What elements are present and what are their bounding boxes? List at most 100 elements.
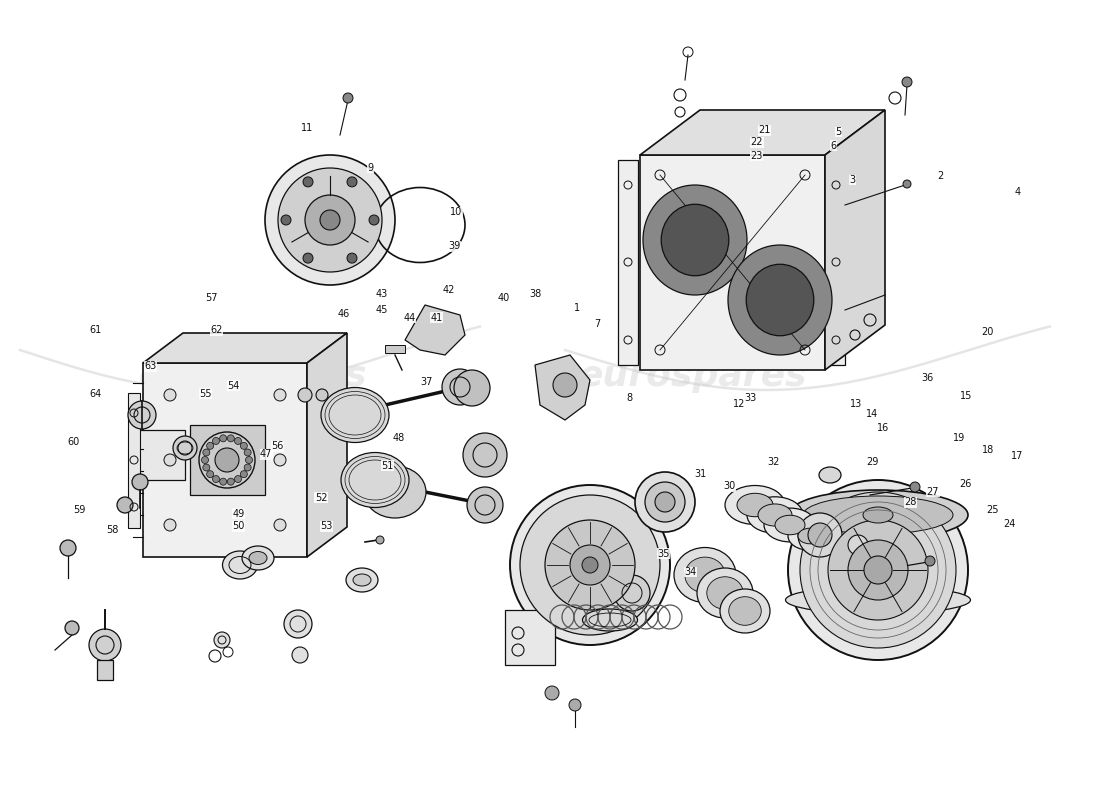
Text: 44: 44 bbox=[403, 313, 416, 322]
Circle shape bbox=[302, 177, 313, 187]
Text: 18: 18 bbox=[981, 445, 994, 454]
Text: 31: 31 bbox=[694, 469, 707, 478]
Ellipse shape bbox=[583, 609, 638, 631]
Text: 22: 22 bbox=[750, 138, 763, 147]
Text: 57: 57 bbox=[205, 294, 218, 303]
Circle shape bbox=[220, 478, 227, 485]
Ellipse shape bbox=[364, 466, 426, 518]
Text: 6: 6 bbox=[830, 141, 837, 150]
Ellipse shape bbox=[864, 507, 893, 523]
Circle shape bbox=[202, 449, 210, 456]
Text: 49: 49 bbox=[232, 509, 245, 518]
Circle shape bbox=[902, 77, 912, 87]
Circle shape bbox=[292, 647, 308, 663]
Text: 9: 9 bbox=[367, 163, 374, 173]
Circle shape bbox=[635, 472, 695, 532]
Circle shape bbox=[346, 177, 358, 187]
Text: 39: 39 bbox=[448, 242, 461, 251]
Circle shape bbox=[228, 435, 234, 442]
Text: 50: 50 bbox=[232, 522, 245, 531]
Circle shape bbox=[569, 699, 581, 711]
Ellipse shape bbox=[803, 496, 953, 534]
Circle shape bbox=[207, 442, 213, 450]
Ellipse shape bbox=[674, 547, 736, 602]
Text: 25: 25 bbox=[986, 506, 999, 515]
Circle shape bbox=[60, 540, 76, 556]
Ellipse shape bbox=[764, 508, 816, 542]
Ellipse shape bbox=[242, 546, 274, 570]
Text: eurospares: eurospares bbox=[139, 359, 367, 393]
Text: 47: 47 bbox=[260, 450, 273, 459]
Circle shape bbox=[284, 610, 312, 638]
Ellipse shape bbox=[728, 245, 832, 355]
Circle shape bbox=[320, 210, 340, 230]
Circle shape bbox=[274, 519, 286, 531]
Circle shape bbox=[654, 492, 675, 512]
Text: 56: 56 bbox=[271, 442, 284, 451]
Text: 19: 19 bbox=[953, 434, 966, 443]
Circle shape bbox=[228, 478, 234, 485]
Text: 35: 35 bbox=[657, 549, 670, 558]
Circle shape bbox=[278, 168, 382, 272]
Ellipse shape bbox=[788, 490, 968, 540]
Ellipse shape bbox=[758, 504, 792, 526]
Ellipse shape bbox=[747, 497, 803, 533]
Text: 48: 48 bbox=[392, 434, 405, 443]
Circle shape bbox=[645, 482, 685, 522]
Circle shape bbox=[614, 575, 650, 611]
Circle shape bbox=[212, 438, 220, 445]
Ellipse shape bbox=[341, 453, 409, 507]
Text: 36: 36 bbox=[921, 374, 934, 383]
Ellipse shape bbox=[346, 568, 378, 592]
Circle shape bbox=[346, 253, 358, 263]
Polygon shape bbox=[640, 110, 886, 155]
Circle shape bbox=[117, 497, 133, 513]
Text: 5: 5 bbox=[835, 127, 842, 137]
Text: 61: 61 bbox=[89, 326, 102, 335]
Circle shape bbox=[910, 482, 920, 492]
Circle shape bbox=[463, 433, 507, 477]
Polygon shape bbox=[535, 355, 590, 420]
Circle shape bbox=[241, 470, 248, 478]
Ellipse shape bbox=[785, 586, 970, 614]
Text: 42: 42 bbox=[442, 285, 455, 294]
Text: 13: 13 bbox=[849, 399, 862, 409]
Text: 37: 37 bbox=[420, 378, 433, 387]
Text: 7: 7 bbox=[594, 319, 601, 329]
Text: 62: 62 bbox=[210, 326, 223, 335]
Ellipse shape bbox=[820, 467, 842, 483]
Bar bbox=[130, 430, 185, 480]
Circle shape bbox=[376, 536, 384, 544]
Bar bbox=[97, 660, 113, 680]
Circle shape bbox=[244, 449, 251, 456]
Circle shape bbox=[128, 401, 156, 429]
Text: 32: 32 bbox=[767, 458, 780, 467]
Polygon shape bbox=[143, 363, 307, 557]
Bar bbox=[505, 610, 556, 665]
Text: 59: 59 bbox=[73, 506, 86, 515]
Circle shape bbox=[274, 389, 286, 401]
Ellipse shape bbox=[746, 264, 814, 336]
Circle shape bbox=[570, 545, 611, 585]
Circle shape bbox=[828, 520, 928, 620]
Text: 27: 27 bbox=[926, 487, 939, 497]
Bar bbox=[190, 425, 265, 495]
Ellipse shape bbox=[697, 568, 754, 618]
Text: 26: 26 bbox=[959, 479, 972, 489]
Ellipse shape bbox=[776, 515, 805, 534]
Polygon shape bbox=[405, 305, 465, 355]
Bar bbox=[128, 393, 140, 528]
Polygon shape bbox=[640, 155, 825, 370]
Circle shape bbox=[234, 475, 242, 482]
Ellipse shape bbox=[661, 204, 729, 276]
Circle shape bbox=[214, 632, 230, 648]
Text: 51: 51 bbox=[381, 461, 394, 470]
Text: 40: 40 bbox=[497, 293, 510, 302]
Circle shape bbox=[274, 454, 286, 466]
Text: 28: 28 bbox=[904, 498, 917, 507]
Text: 33: 33 bbox=[744, 394, 757, 403]
Circle shape bbox=[201, 457, 209, 463]
Text: 38: 38 bbox=[529, 290, 542, 299]
Polygon shape bbox=[143, 333, 346, 363]
Text: 23: 23 bbox=[750, 151, 763, 161]
